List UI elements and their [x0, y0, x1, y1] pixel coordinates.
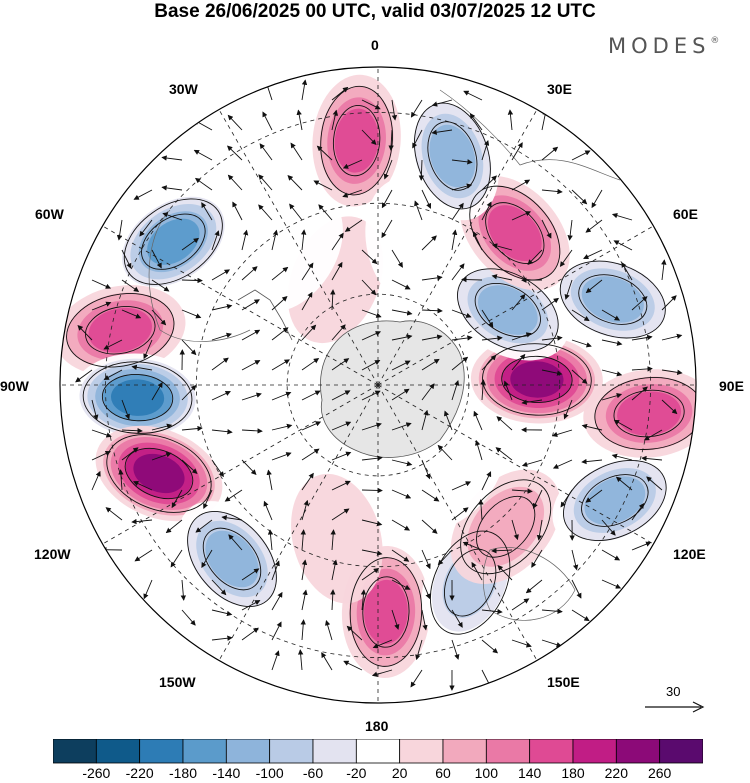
registered-mark: ® [710, 36, 720, 46]
colorbar-tick-label: 260 [647, 765, 672, 781]
anomaly-low-35w [239, 191, 343, 312]
colorbar [53, 739, 703, 764]
colorbar-tick-label: 100 [474, 765, 499, 781]
streamline-contours [66, 85, 696, 667]
anomaly-low-15e [365, 178, 457, 309]
colorbar-tick-label: -140 [212, 765, 241, 781]
continent-outlines [148, 89, 621, 621]
lon-label-180: 180 [365, 718, 389, 734]
lon-label-60e: 60E [673, 206, 698, 222]
modes-logo-text: MODES [608, 34, 711, 58]
colorbar-tick-label: -60 [302, 765, 324, 781]
anomaly-low-140w [177, 501, 287, 617]
colorbar-tick-label: 60 [435, 765, 451, 781]
anomaly-high-160w [291, 473, 383, 604]
colorbar-tick-label: 140 [517, 765, 542, 781]
lon-label-120e: 120E [673, 546, 706, 562]
lon-label-90e: 90E [719, 378, 744, 394]
colorbar-tick-label: -260 [82, 765, 111, 781]
reference-vector-label: 30 [666, 684, 681, 699]
colorbar-swatch [572, 739, 617, 764]
colorbar-swatch [615, 739, 661, 764]
colorbar-swatch [355, 739, 401, 764]
antarctic-peninsula [237, 289, 293, 341]
map-title: Base 26/06/2025 00 UTC, valid 03/07/2025… [154, 1, 596, 22]
colorbar-swatch [269, 739, 314, 764]
south-america-outline [148, 209, 251, 342]
colorbar-swatch [95, 739, 141, 764]
colorbar-swatch [659, 739, 703, 764]
australia-outline [482, 547, 576, 621]
lon-label-120w: 120W [34, 546, 71, 562]
africa-outline [439, 89, 621, 181]
colorbar-swatch [399, 739, 444, 764]
colorbar-tick-label: 20 [391, 765, 408, 781]
map-boundary [59, 66, 697, 704]
colorbar-swatch [485, 739, 531, 764]
lon-label-30e: 30E [547, 81, 572, 97]
lon-label-60w: 60W [35, 206, 64, 222]
anomaly-low-115e [552, 451, 678, 550]
anomaly-high-90e [470, 335, 603, 424]
colorbar-swatch [312, 739, 357, 764]
lon-label-0: 0 [371, 37, 379, 53]
colorbar-swatch [529, 739, 574, 764]
colorbar-swatch [139, 739, 184, 764]
colorbar-swatch [53, 739, 97, 764]
colorbar-tick-label: -20 [346, 765, 367, 781]
antarctica-outline [320, 320, 465, 458]
colorbar-tick-label: -100 [255, 765, 284, 781]
colorbar-swatch [225, 739, 271, 764]
colorbar-swatch [442, 739, 487, 764]
lon-label-90w: 90W [0, 378, 29, 394]
reference-vector-arrow [645, 701, 705, 713]
colorbar-swatch [182, 739, 227, 764]
lon-label-150e: 150E [547, 674, 580, 690]
lon-label-30w: 30W [169, 81, 198, 97]
anomaly-low-55e [446, 259, 570, 361]
colorbar-tick-label: -220 [125, 765, 154, 781]
colorbar-tick-label: 220 [604, 765, 629, 781]
anomaly-high-5w [312, 74, 401, 207]
colorbar-tick-label: 180 [561, 765, 585, 781]
wind-vectors [75, 79, 683, 691]
lon-label-150w: 150W [159, 674, 196, 690]
colorbar-tick-label: -180 [168, 765, 198, 781]
graticule [60, 67, 696, 703]
modes-logo: MODES® [608, 34, 719, 58]
